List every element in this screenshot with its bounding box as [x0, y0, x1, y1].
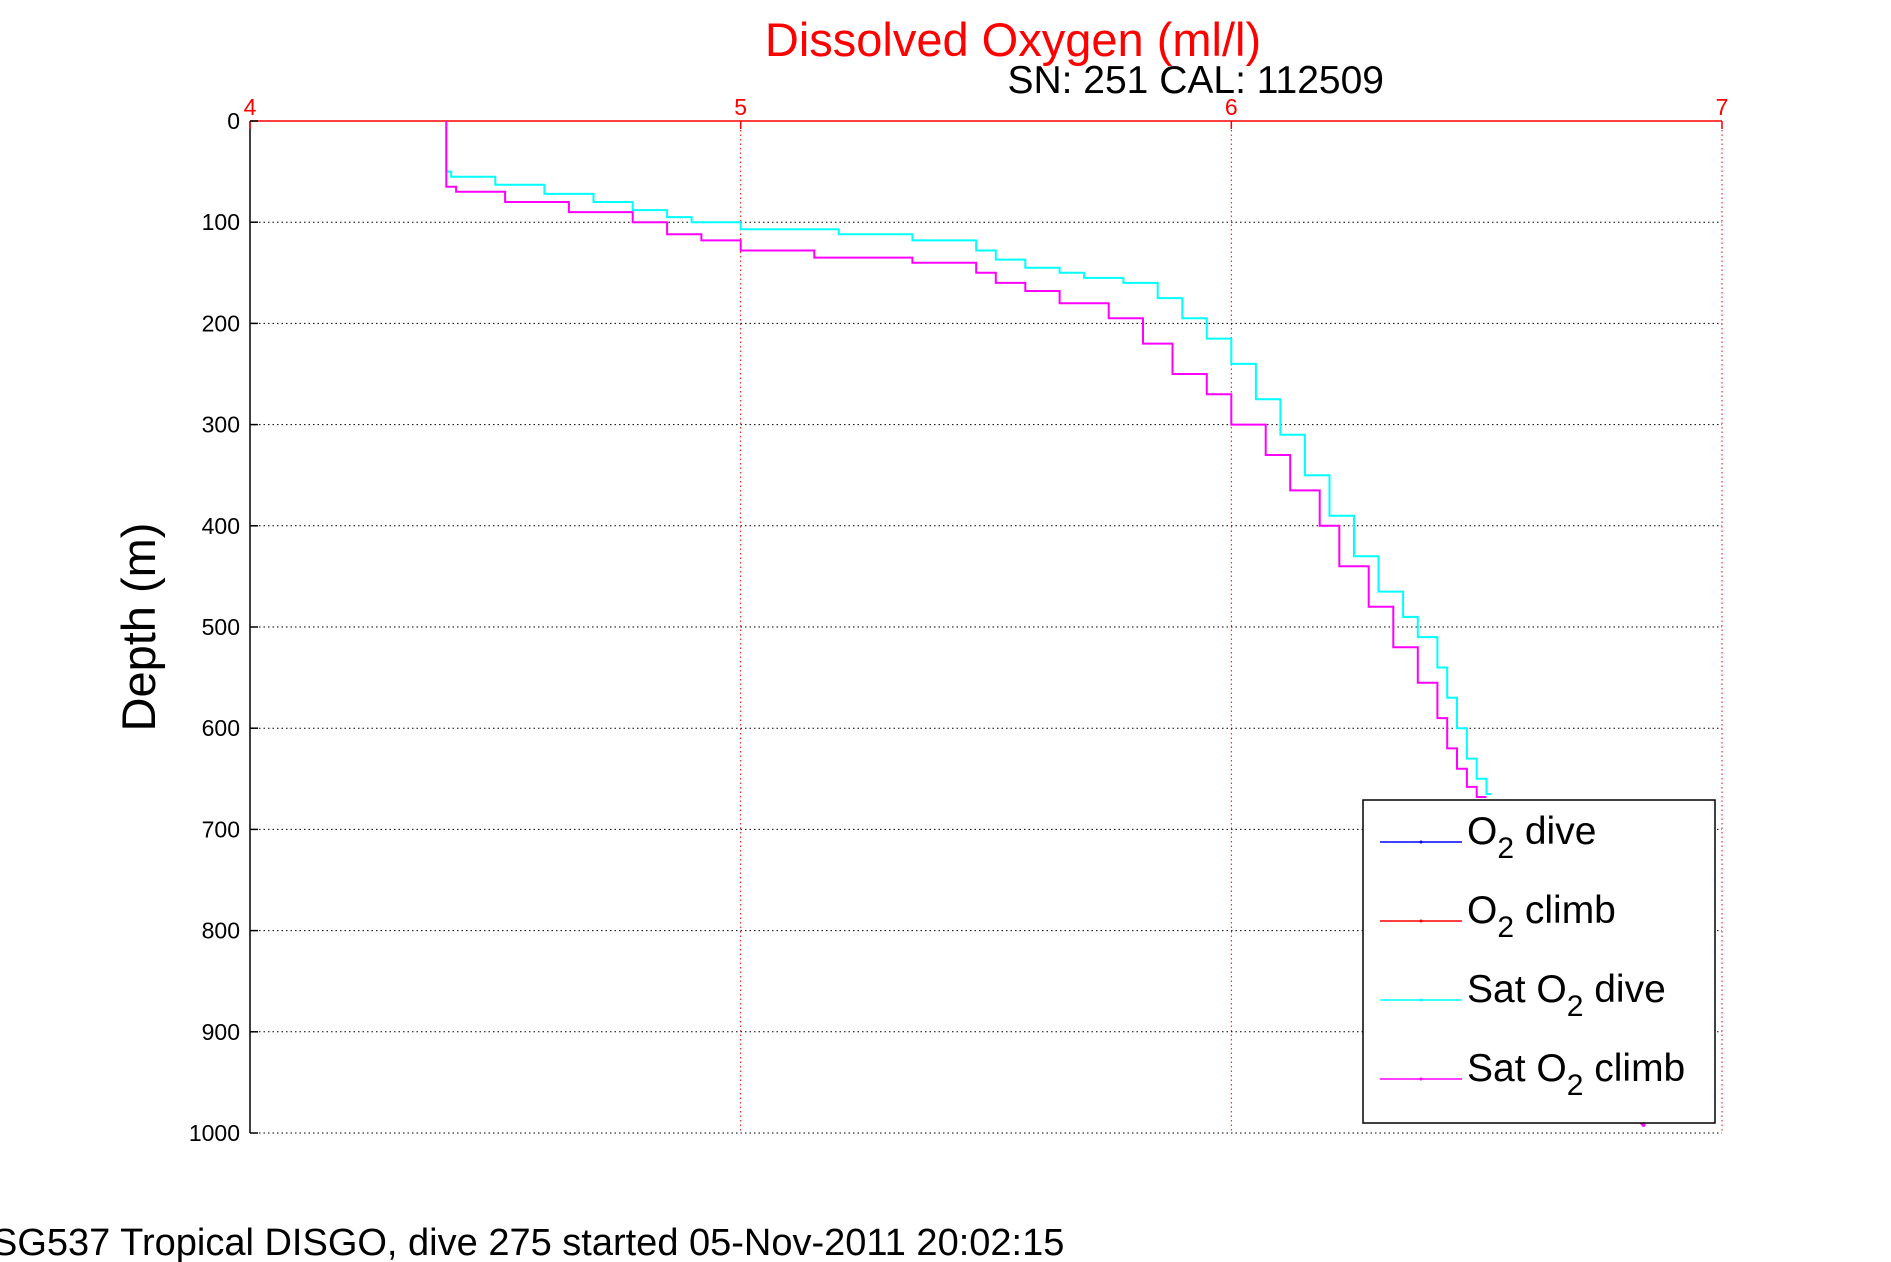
legend-label: Sat O2 dive	[1467, 968, 1666, 1023]
y-tick-label: 500	[202, 614, 240, 640]
chart-title: Dissolved Oxygen (ml/l)	[765, 13, 1261, 66]
x-tick-label: 5	[734, 94, 747, 120]
legend-marker	[1419, 919, 1423, 923]
y-tick-label: 400	[202, 513, 240, 539]
y-tick-label: 100	[202, 209, 240, 235]
chart-subtitle: SN: 251 CAL: 112509	[1007, 59, 1384, 102]
legend-label: Sat O2 climb	[1467, 1047, 1685, 1102]
legend-items: O2 dive O2 climb Sat O2 dive Sat O2 climb	[1380, 810, 1685, 1102]
y-tick-label: 900	[202, 1019, 240, 1045]
x-tick-label: 6	[1225, 94, 1238, 120]
y-tick-label: 300	[202, 412, 240, 438]
y-axis-ticks: 0 100 200 300 400 500 600 700 800 900 1000	[189, 108, 258, 1146]
series-line	[445, 121, 1492, 795]
y-tick-label: 600	[202, 715, 240, 741]
y-tick-label: 800	[202, 918, 240, 944]
legend-marker	[1419, 840, 1423, 844]
y-tick-label: 200	[202, 310, 240, 336]
x-axis-ticks: 4 5 6 7	[244, 94, 1729, 129]
legend-marker	[1419, 998, 1423, 1002]
legend-marker	[1419, 1077, 1423, 1081]
legend-box	[1362, 799, 1716, 1124]
legend-label: O2 dive	[1467, 810, 1596, 865]
series-line	[445, 121, 1487, 798]
x-tick-label: 7	[1716, 94, 1729, 120]
y-tick-label: 700	[202, 816, 240, 842]
y-axis-label: Depth (m)	[112, 523, 165, 732]
legend-label: O2 climb	[1467, 889, 1616, 944]
figure-footer: SG537 Tropical DISGO, dive 275 started 0…	[0, 1222, 1064, 1262]
x-tick-label: 4	[244, 94, 257, 120]
legend: O2 dive O2 climb Sat O2 dive Sat O2 climb	[1362, 799, 1716, 1124]
y-tick-label: 0	[227, 108, 240, 134]
y-tick-label: 1000	[189, 1120, 240, 1146]
